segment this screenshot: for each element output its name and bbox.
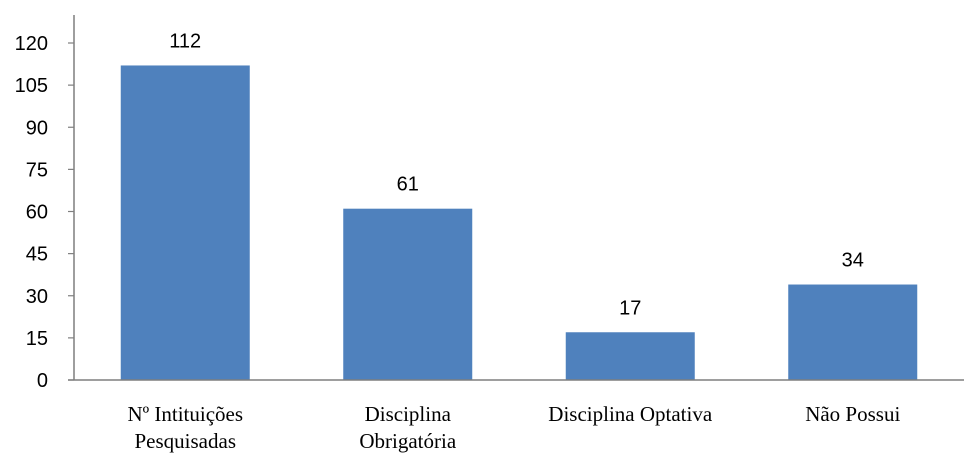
y-tick-label: 0 — [37, 370, 48, 392]
y-axis-ticks: 0 15 30 45 60 75 90 105 120 — [15, 33, 48, 392]
y-tick-label: 120 — [15, 33, 48, 55]
bar — [565, 332, 695, 380]
x-tick-label: Disciplina Optativa — [548, 402, 713, 426]
y-tick-label: 105 — [15, 75, 48, 97]
data-label: 34 — [842, 250, 864, 272]
x-tick-label: Disciplina — [365, 402, 452, 426]
data-label: 61 — [397, 174, 419, 196]
data-label: 112 — [169, 30, 201, 52]
x-tick-label: Nº Intituições — [127, 402, 243, 426]
x-axis-ticks: Nº Intituições Pesquisadas Disciplina Obrig… — [127, 402, 900, 453]
x-tick-label: Obrigatória — [359, 429, 456, 453]
y-tick-label: 90 — [26, 117, 48, 139]
bar — [788, 284, 918, 380]
data-labels: 112 61 17 34 — [169, 30, 864, 319]
y-tick-label: 45 — [26, 244, 48, 266]
y-tick-label: 15 — [26, 328, 48, 350]
y-tick-label: 30 — [26, 286, 48, 308]
x-tick-label: Não Possui — [805, 402, 900, 426]
x-tick-label: Pesquisadas — [135, 429, 237, 453]
axes — [68, 15, 964, 381]
bars — [120, 65, 918, 380]
data-label: 17 — [619, 297, 641, 319]
y-tick-label: 60 — [26, 202, 48, 224]
bar — [120, 65, 250, 380]
bar — [343, 208, 473, 380]
y-tick-label: 75 — [26, 159, 48, 181]
